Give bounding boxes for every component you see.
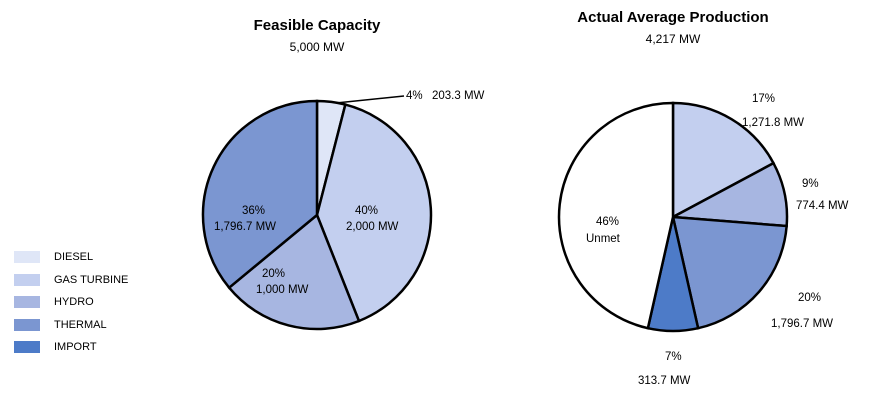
- right-chart-subtitle: 4,217 MW: [646, 32, 701, 46]
- left-label-hydro-pct: 20%: [262, 268, 285, 280]
- right-label-hydro-pct: 9%: [802, 178, 819, 190]
- left-chart-title: Feasible Capacity: [254, 17, 381, 34]
- left-label-gasturbine-pct: 40%: [355, 205, 378, 217]
- left-label-diesel-value: 203.3 MW: [432, 90, 485, 102]
- legend-swatch-thermal: [14, 318, 40, 331]
- right-label-thermal-pct: 20%: [798, 292, 821, 304]
- legend-item-hydro: HYDRO: [14, 291, 128, 314]
- right-label-import-pct: 7%: [665, 351, 682, 363]
- legend-swatch-import: [14, 341, 40, 354]
- legend-item-thermal: THERMAL: [14, 314, 128, 337]
- legend-swatch-gasturbine: [14, 273, 40, 286]
- legend-label-import: IMPORT: [54, 341, 97, 354]
- right-label-import-value: 313.7 MW: [638, 375, 691, 387]
- right-pie-slice-thermal: [671, 215, 788, 330]
- left-label-diesel: 4%: [406, 90, 423, 102]
- right-label-unmet-value: Unmet: [586, 233, 621, 245]
- left-label-thermal-value: 1,796.7 MW: [214, 221, 276, 233]
- legend-swatch-hydro: [14, 296, 40, 309]
- right-pie-labels: 17% 1,271.8 MW 9% 774.4 MW 20% 1,796.7 M…: [586, 93, 849, 387]
- right-chart-title: Actual Average Production: [577, 9, 768, 26]
- left-pie-labels: 4% 203.3 MW 40% 2,000 MW 20% 1,000 MW 36…: [214, 90, 485, 296]
- left-chart-subtitle: 5,000 MW: [290, 40, 345, 54]
- legend-item-import: IMPORT: [14, 336, 128, 359]
- chart-legend: DIESEL GAS TURBINE HYDRO THERMAL IMPORT: [14, 246, 128, 359]
- right-pie: [557, 101, 789, 333]
- right-label-gasturbine-value: 1,271.8 MW: [742, 117, 804, 129]
- legend-label-gasturbine: GAS TURBINE: [54, 273, 129, 286]
- left-pie: [201, 99, 433, 331]
- left-label-thermal-pct: 36%: [242, 205, 265, 217]
- left-pie-slice-gas-turbine: [315, 103, 433, 323]
- legend-label-thermal: THERMAL: [54, 318, 107, 331]
- right-label-hydro-value: 774.4 MW: [796, 200, 849, 212]
- left-diesel-leader-line: [335, 95, 405, 104]
- legend-swatch-diesel: [14, 251, 40, 264]
- legend-label-hydro: HYDRO: [54, 296, 94, 309]
- left-pie-slice-hydro: [227, 212, 361, 331]
- right-label-unmet-pct: 46%: [596, 216, 619, 228]
- left-label-hydro-value: 1,000 MW: [256, 284, 309, 296]
- legend-item-diesel: DIESEL: [14, 246, 128, 269]
- legend-label-diesel: DIESEL: [54, 251, 94, 264]
- right-pie-slice-gas-turbine: [671, 101, 776, 220]
- right-label-thermal-value: 1,796.7 MW: [771, 318, 833, 330]
- right-label-gasturbine-pct: 17%: [752, 93, 775, 105]
- right-pie-slice-unmet: [557, 101, 675, 330]
- left-label-gasturbine-value: 2,000 MW: [346, 221, 399, 233]
- left-pie-slice-thermal: [201, 99, 319, 290]
- legend-item-gasturbine: GAS TURBINE: [14, 269, 128, 292]
